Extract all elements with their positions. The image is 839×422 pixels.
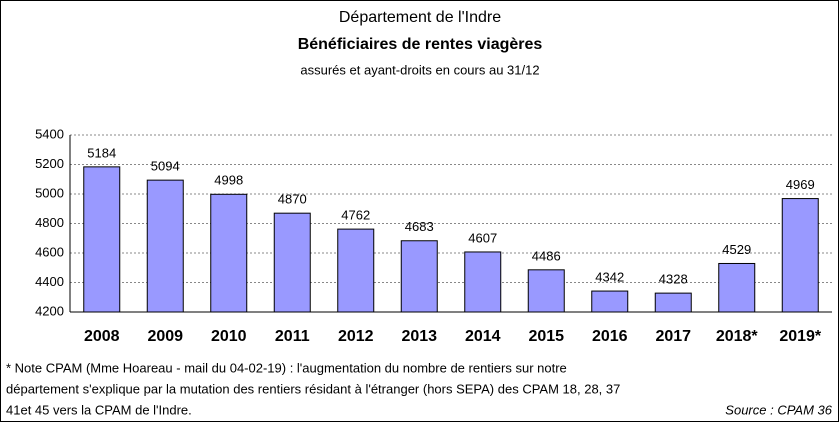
bar xyxy=(146,179,184,313)
bar xyxy=(337,228,375,313)
bar xyxy=(210,193,248,313)
bar xyxy=(83,166,121,313)
x-tick-label: 2018* xyxy=(716,328,759,345)
x-tick-label: 2013 xyxy=(401,328,437,345)
data-label: 4683 xyxy=(405,219,434,234)
data-label: 4998 xyxy=(214,173,243,188)
y-tick-label: 5200 xyxy=(35,156,64,171)
bar xyxy=(464,251,502,313)
y-tick-label: 4200 xyxy=(35,303,64,318)
footnote: 41et 45 vers la CPAM de l'Indre. xyxy=(6,402,192,417)
data-label: 4607 xyxy=(468,230,497,245)
x-tick-label: 2011 xyxy=(275,328,310,345)
data-label: 4328 xyxy=(659,272,688,287)
chart-subtitle: assurés et ayant-droits en cours au 31/1… xyxy=(300,62,539,77)
footnote: département s'explique par la mutation d… xyxy=(6,381,620,396)
bar xyxy=(591,290,629,313)
data-label: 4529 xyxy=(722,242,751,257)
x-tick-label: 2016 xyxy=(592,328,628,345)
data-label: 4870 xyxy=(278,192,307,207)
y-tick-label: 5400 xyxy=(35,126,64,141)
x-tick-label: 2008 xyxy=(84,328,120,345)
x-tick-label: 2017 xyxy=(655,328,691,345)
chart-subtitle: Bénéficiaires de rentes viagères xyxy=(298,36,543,53)
bar xyxy=(527,269,565,313)
x-tick-label: 2009 xyxy=(147,328,183,345)
x-tick-label: 2014 xyxy=(465,328,501,345)
x-tick-label: 2019* xyxy=(779,328,822,345)
bar xyxy=(718,262,756,313)
data-label: 5184 xyxy=(87,145,116,160)
bar xyxy=(273,212,311,313)
source: Source : CPAM 36 xyxy=(725,402,832,417)
bar xyxy=(781,198,819,313)
x-tick-label: 2010 xyxy=(211,328,247,345)
footnote: * Note CPAM (Mme Hoareau - mail du 04-02… xyxy=(6,360,567,375)
chart-title: Département de l'Indre xyxy=(339,9,501,26)
bar xyxy=(654,292,692,313)
data-label: 5094 xyxy=(151,159,180,174)
data-label: 4762 xyxy=(341,208,370,223)
data-label: 4342 xyxy=(595,269,624,284)
y-tick-label: 5000 xyxy=(35,185,64,200)
y-tick-label: 4800 xyxy=(35,215,64,230)
data-label: 4486 xyxy=(532,248,561,263)
bar xyxy=(400,240,438,313)
data-label: 4969 xyxy=(786,177,815,192)
x-tick-label: 2015 xyxy=(528,328,564,345)
y-tick-label: 4600 xyxy=(35,244,64,259)
y-tick-label: 4400 xyxy=(35,274,64,289)
x-tick-label: 2012 xyxy=(338,328,374,345)
